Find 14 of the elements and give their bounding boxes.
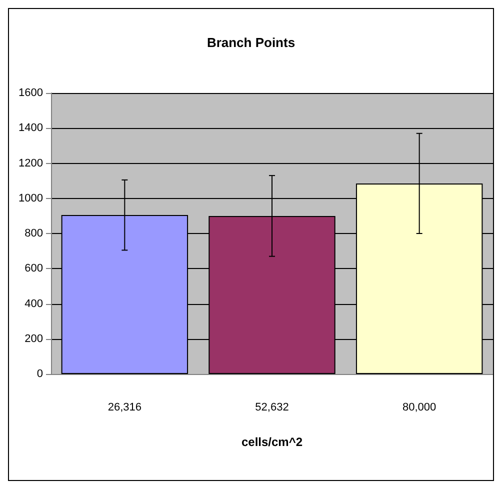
- y-tick-label: 1200: [18, 157, 43, 170]
- chart-title: Branch Points: [206, 35, 296, 50]
- y-tick-label: 1000: [18, 192, 43, 204]
- x-axis-title: cells/cm^2: [241, 435, 303, 449]
- y-tick-label: 1400: [18, 122, 43, 134]
- y-tick-label: 800: [24, 228, 43, 240]
- y-tick-label: 600: [24, 262, 43, 275]
- y-tick-label: 1600: [18, 87, 43, 99]
- x-tick-label: 26,316: [108, 402, 142, 414]
- x-tick-label: 80,000: [402, 402, 436, 414]
- y-tick-label: 0: [36, 368, 43, 380]
- y-tick-label: 200: [24, 332, 43, 345]
- x-tick-label: 52,632: [255, 402, 289, 414]
- y-tick-label: 400: [24, 298, 43, 310]
